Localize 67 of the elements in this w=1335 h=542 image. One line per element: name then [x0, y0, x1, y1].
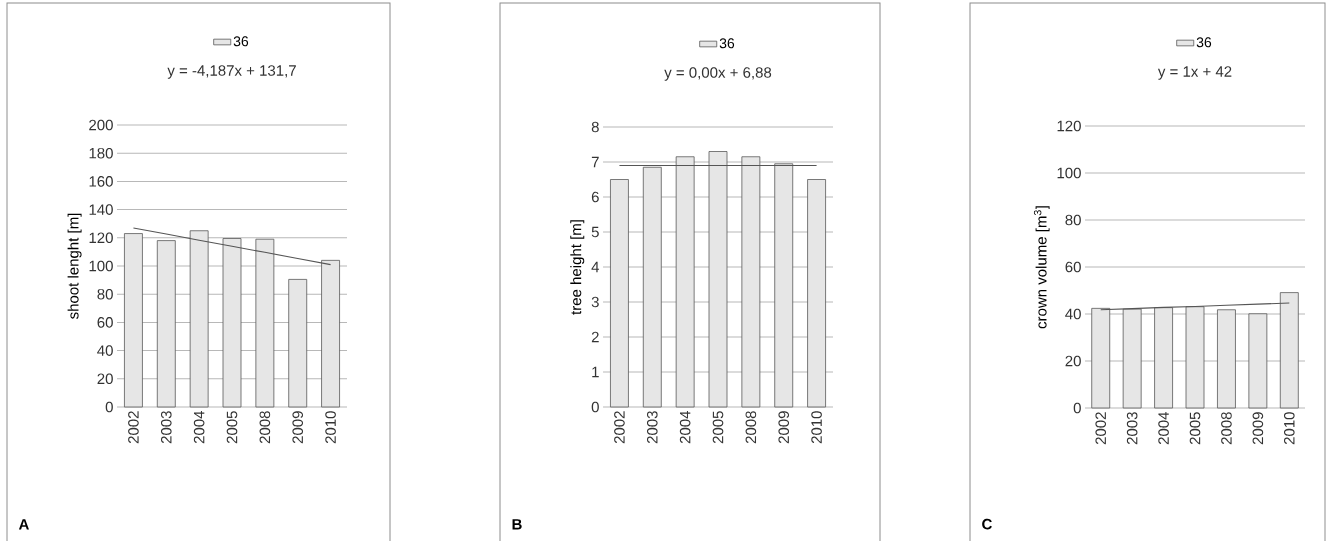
x-tick-label: 2010 [811, 411, 822, 444]
y-tick-label: 140 [89, 204, 113, 216]
y-tick-label: 5 [591, 227, 599, 238]
x-tick-label: 2009 [292, 411, 304, 444]
legend-label: 36 [1196, 37, 1212, 48]
y-axis-title: shoot lenght [m] [67, 213, 82, 320]
y-tick-label: 40 [1065, 308, 1081, 320]
y-tick-label: 8 [591, 121, 599, 133]
x-tick-label: 2010 [325, 411, 336, 444]
y-tick-label: 4 [591, 262, 600, 273]
legend-label: 36 [719, 38, 735, 49]
y-tick-label: 160 [89, 176, 113, 187]
x-tick-label: 2008 [1221, 412, 1232, 445]
x-tick-label: 2009 [1252, 412, 1264, 445]
x-tick-label: 2004 [679, 411, 691, 444]
y-axis-title: crown volume [m$^{3}$] [1033, 206, 1050, 329]
y-tick-label: 60 [1065, 261, 1081, 273]
x-tick-label: 2002 [614, 411, 625, 444]
x-tick-label: 2003 [646, 411, 658, 444]
bar [156, 240, 176, 408]
y-tick-label: 0 [1073, 402, 1081, 414]
y-tick-label: 180 [89, 148, 113, 159]
x-tick-label: 2003 [160, 411, 172, 444]
y-tick-label: 3 [591, 296, 599, 308]
y-tick-label: 80 [97, 289, 113, 300]
y-tick-label: 200 [89, 119, 113, 131]
x-tick-label: 2008 [745, 411, 757, 444]
x-tick-label: 2003 [1126, 412, 1138, 445]
x-tick-label: 2005 [226, 411, 238, 444]
y-tick-label: 2 [591, 332, 599, 343]
x-tick-label: 2010 [1283, 412, 1295, 445]
x-tick-label: 2004 [193, 411, 205, 444]
y-tick-label: 20 [97, 373, 113, 385]
y-tick-label: 60 [97, 317, 113, 328]
text: y = 1x + 42 [1157, 66, 1232, 81]
y-tick-label: 80 [1065, 214, 1081, 226]
bar [288, 279, 308, 408]
x-tick-label: 2002 [128, 411, 139, 444]
text: C [982, 519, 992, 530]
bar [1248, 313, 1268, 409]
y-axis-title: tree height [m] [570, 220, 585, 315]
y-tick-label: 100 [89, 260, 113, 272]
y-tick-label: 0 [105, 401, 113, 413]
y-tick-label: 100 [1057, 167, 1081, 179]
x-tick-label: 2009 [778, 411, 790, 444]
text: y = 0,00x + 6,88 [664, 67, 772, 82]
text: A [18, 519, 29, 530]
x-tick-label: 2005 [1189, 412, 1201, 445]
y-tick-label: 120 [1057, 120, 1081, 132]
y-tick-label: 6 [591, 191, 599, 203]
x-tick-label: 2005 [712, 411, 724, 444]
legend-label: 36 [233, 36, 249, 47]
bar [1217, 309, 1236, 409]
y-tick-label: 0 [591, 401, 599, 413]
bar [807, 179, 826, 408]
y-tick-label: 40 [97, 345, 113, 357]
y-tick-label: 120 [89, 232, 113, 244]
y-tick-label: 20 [1065, 355, 1081, 367]
text: B [512, 519, 522, 530]
y-tick-label: 7 [591, 157, 599, 168]
y-tick-label: 1 [592, 367, 599, 378]
bar [610, 179, 629, 408]
x-tick-label: 2004 [1158, 412, 1169, 445]
bar [124, 233, 143, 408]
x-tick-label: 2008 [259, 411, 271, 444]
text: y = -4,187x + 131,7 [167, 65, 296, 80]
x-tick-label: 2002 [1095, 412, 1107, 445]
